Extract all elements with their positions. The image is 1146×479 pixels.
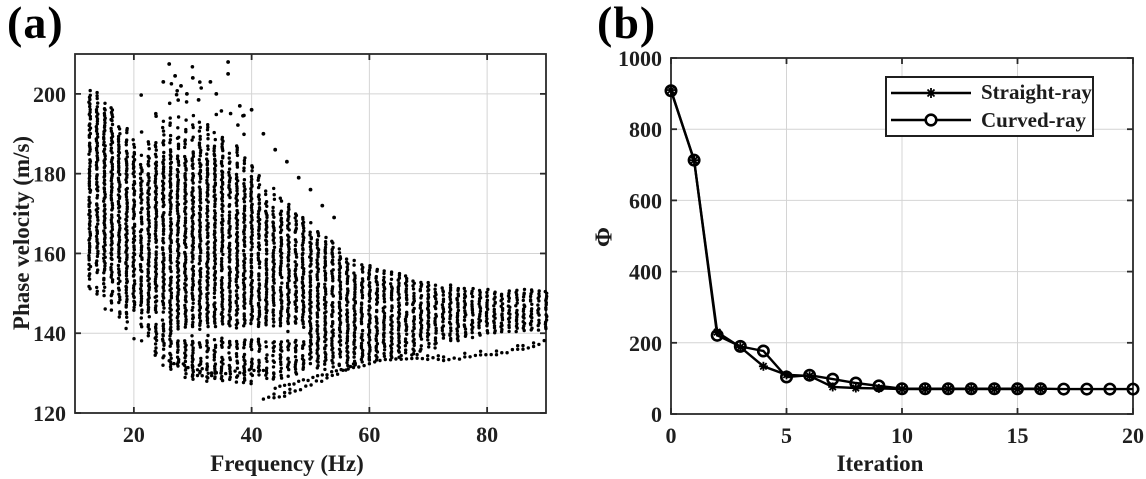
legend-row-curved-ray: Curved-ray [887,107,1092,133]
y-tick-label: 200 [629,331,662,356]
circle-marker [710,328,724,342]
y-tick-label: 0 [651,402,662,427]
circle-marker [964,382,978,396]
circle-marker [849,376,863,390]
axis-box [74,53,547,414]
y-tick-label: 180 [33,162,66,187]
circle-marker [664,84,678,98]
panel-a-xlabel: Frequency (Hz) [210,451,364,476]
tick-labels: 20 40 60 80 120 140 160 180 200 [33,82,498,447]
x-tick-label: 40 [241,422,263,447]
circle-marker [803,368,817,382]
x-tick-label: 10 [891,423,913,448]
grid-lines [671,58,1133,414]
circle-marker [779,370,793,384]
panel-a: 20 40 60 80 120 140 160 180 200 [33,53,549,447]
circle-marker [1057,382,1071,396]
panel-b-ylabel: Φ [591,227,618,247]
circle-marker [872,379,886,393]
asterisk-line-sample-icon [891,87,971,98]
circle-marker [1080,382,1094,396]
circle-marker [756,344,770,358]
circle-marker [1103,382,1117,396]
asterisk-marker [666,85,676,95]
asterisk-marker [758,361,768,371]
circle-marker [918,382,932,396]
series-curved-ray [664,84,1140,396]
x-tick-label: 20 [123,422,145,447]
scatter-points [87,60,549,401]
circle-line-sample-icon [891,113,971,127]
x-tick-label: 20 [1122,423,1144,448]
circle-marker [941,382,955,396]
panel-b-tag: (b) [597,0,657,48]
circle-marker [895,382,909,396]
y-tick-label: 160 [33,241,66,266]
panel-a-tag: (a) [7,0,64,48]
legend-label-straight-ray: Straight-ray [981,80,1092,105]
circle-marker [1034,382,1048,396]
x-tick-label: 15 [1007,423,1029,448]
legend-box: Straight-ray Curved-ray [885,76,1094,137]
circle-marker [987,382,1001,396]
x-tick-label: 5 [781,423,792,448]
x-tick-label: 0 [666,423,677,448]
circle-marker [826,372,840,386]
y-tick-label: 800 [629,117,662,142]
circle-marker [687,153,701,167]
legend-label-curved-ray: Curved-ray [981,107,1086,132]
y-tick-label: 600 [629,188,662,213]
panel-a-ylabel: Phase velocity (m/s) [9,135,34,331]
x-tick-label: 80 [476,422,498,447]
axis-box [670,57,1134,415]
y-tick-label: 200 [33,82,66,107]
circle-marker [1010,382,1024,396]
circle-marker [1126,382,1140,396]
y-tick-label: 400 [629,260,662,285]
legend-row-straight-ray: Straight-ray [887,80,1092,106]
circle-marker [733,339,747,353]
y-tick-label: 120 [33,401,66,426]
panel-b-xlabel: Iteration [836,451,924,476]
y-tick-label: 140 [33,321,66,346]
x-tick-label: 60 [358,422,380,447]
y-tick-label: 1000 [618,46,662,71]
